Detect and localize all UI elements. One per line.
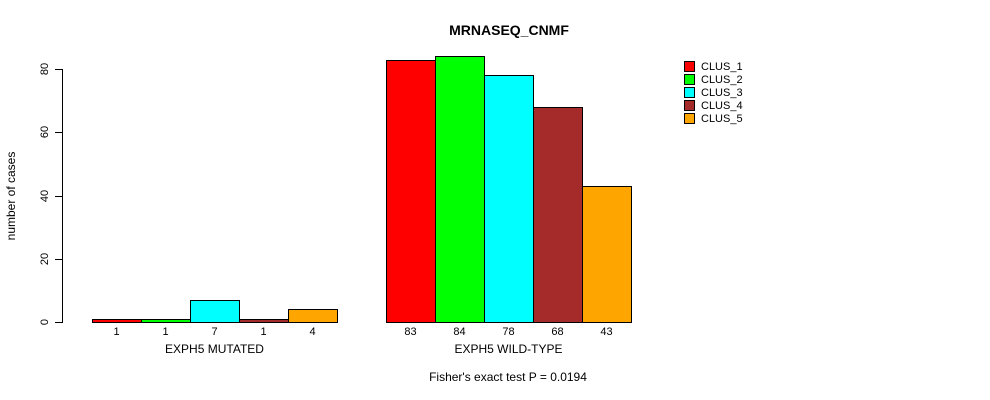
bar-value-label: 1: [162, 326, 169, 338]
legend-label: CLUS_1: [701, 60, 743, 73]
legend-label: CLUS_2: [701, 73, 743, 86]
legend-item-clus_2: CLUS_2: [684, 73, 743, 86]
y-axis-tick-label: 20: [39, 252, 51, 266]
y-axis-tick: [55, 69, 62, 70]
y-axis-line: [62, 69, 63, 323]
bar-clus_3-mutated: [190, 300, 240, 323]
chart-title: MRNASEQ_CNMF: [449, 22, 569, 38]
bar-clus_2-wild-type: [435, 56, 485, 323]
bar-value-label: 7: [211, 326, 218, 338]
bar-clus_5-wild-type: [582, 186, 632, 323]
bar-value-label: 83: [404, 326, 417, 338]
legend-swatch-clus_5: [684, 113, 695, 124]
legend-item-clus_4: CLUS_4: [684, 99, 743, 112]
bar-clus_4-wild-type: [533, 107, 583, 323]
group-label-wild-type: EXPH5 WILD-TYPE: [454, 342, 563, 356]
y-axis-tick-label: 60: [39, 125, 51, 139]
bar-clus_4-mutated: [239, 319, 289, 323]
legend-label: CLUS_5: [701, 112, 743, 125]
legend-swatch-clus_1: [684, 61, 695, 72]
legend-swatch-clus_2: [684, 74, 695, 85]
y-axis-tick: [55, 259, 62, 260]
y-axis-tick: [55, 132, 62, 133]
legend-label: CLUS_3: [701, 86, 743, 99]
bar-value-label: 68: [551, 326, 564, 338]
bar-value-label: 84: [453, 326, 466, 338]
y-axis-tick-label: 0: [39, 318, 51, 326]
group-label-mutated: EXPH5 MUTATED: [165, 342, 264, 356]
y-axis-tick-label: 80: [39, 62, 51, 76]
bar-value-label: 1: [113, 326, 120, 338]
bar-clus_1-mutated: [92, 319, 142, 323]
legend-item-clus_1: CLUS_1: [684, 60, 743, 73]
y-axis-tick-label: 40: [39, 189, 51, 203]
bar-value-label: 43: [600, 326, 613, 338]
bar-clus_1-wild-type: [386, 60, 436, 323]
legend-swatch-clus_4: [684, 100, 695, 111]
y-axis-title: number of cases: [4, 151, 18, 241]
legend-item-clus_5: CLUS_5: [684, 112, 743, 125]
bar-value-label: 4: [309, 326, 316, 338]
bar-value-label: 1: [260, 326, 267, 338]
bar-clus_2-mutated: [141, 319, 191, 323]
legend-label: CLUS_4: [701, 99, 743, 112]
bar-clus_3-wild-type: [484, 75, 534, 323]
bar-clus_5-mutated: [288, 309, 338, 323]
y-axis-tick: [55, 196, 62, 197]
bar-value-label: 78: [502, 326, 515, 338]
fisher-test-caption: Fisher's exact test P = 0.0194: [429, 370, 587, 384]
legend-swatch-clus_3: [684, 87, 695, 98]
legend-item-clus_3: CLUS_3: [684, 86, 743, 99]
legend: CLUS_1 CLUS_2 CLUS_3 CLUS_4 CLUS_5: [684, 60, 743, 125]
y-axis-tick: [55, 322, 62, 323]
